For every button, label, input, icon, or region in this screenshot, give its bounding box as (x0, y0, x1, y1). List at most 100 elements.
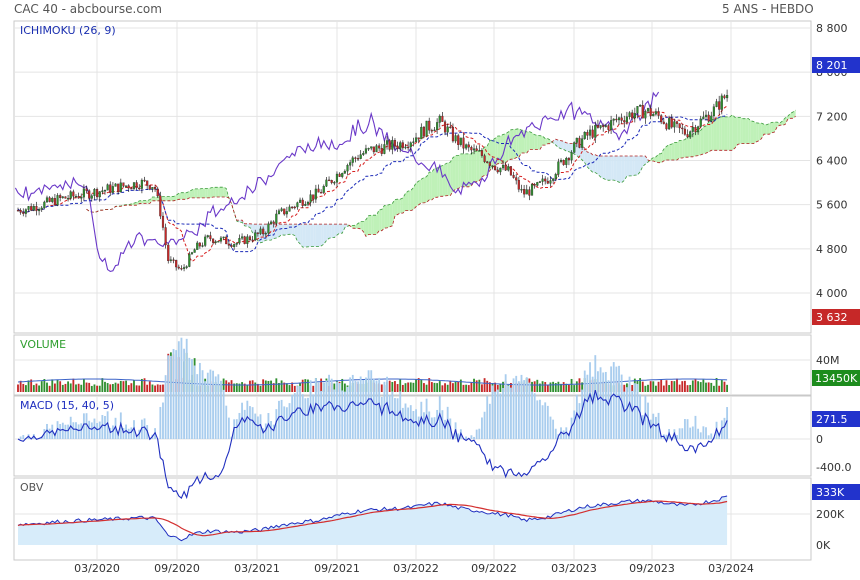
macd-hist-bar (649, 419, 652, 439)
cloud-segment (355, 223, 359, 229)
candle-body (309, 194, 312, 203)
macd-hist-bar (109, 427, 112, 439)
macd-hist-bar (531, 391, 533, 439)
macd-hist-bar (365, 377, 367, 439)
cloud-segment (455, 155, 459, 190)
candle-body (683, 128, 686, 135)
candle-body (190, 252, 194, 255)
macd-hist-bar (333, 389, 336, 439)
macd-hist-bar (278, 400, 280, 439)
macd-hist-bar (88, 420, 91, 439)
volume-bar (699, 382, 702, 392)
macd-hist-bar (554, 428, 557, 439)
macd-hist-bar (428, 411, 431, 439)
obv-title: OBV (20, 481, 44, 494)
cloud-segment (785, 116, 788, 125)
volume-bar (243, 383, 246, 392)
volume-bar (565, 383, 568, 392)
volume-bar (546, 385, 549, 392)
macd-hist-bar (180, 337, 183, 439)
macd-hist-bar (201, 370, 204, 439)
cloud-segment (371, 215, 374, 235)
candle-body (399, 142, 402, 149)
volume-bar (581, 382, 584, 392)
volume-bar (420, 379, 423, 392)
cloud-segment (450, 157, 453, 196)
candle-body (646, 108, 650, 112)
volume-bar (462, 384, 465, 392)
cloud-segment (690, 134, 693, 157)
candle-body (238, 238, 241, 244)
candle-body (567, 158, 570, 161)
x-tick-label: 03/2021 (234, 562, 280, 575)
cloud-segment (539, 135, 543, 150)
candle-body (670, 118, 673, 128)
cloud-segment (466, 153, 469, 187)
candle-body (704, 114, 708, 118)
candle-body (562, 159, 565, 165)
candle-body (201, 245, 204, 247)
volume-bar (312, 385, 315, 392)
cloud-segment (737, 117, 741, 145)
candle-body (233, 244, 236, 247)
macd-hist-bar (430, 417, 433, 439)
candle-body (475, 148, 478, 151)
candle-body (483, 155, 486, 162)
cloud-segment (199, 188, 203, 198)
candle-body (726, 95, 729, 99)
macd-hist-bar (372, 378, 375, 439)
macd-badge (812, 411, 860, 427)
candle-body (143, 179, 146, 182)
macd-hist-bar (69, 416, 72, 439)
volume-bar (644, 385, 647, 392)
volume-bar (401, 384, 404, 392)
macd-hist-bar (193, 365, 196, 439)
macd-hist-bar (259, 414, 262, 439)
cloud-segment (408, 190, 411, 211)
macd-hist-bar (628, 376, 631, 439)
cloud-segment (729, 114, 733, 151)
volume-bar (278, 383, 280, 392)
candle-body (230, 245, 233, 247)
candle-body (77, 196, 80, 199)
candle-body (106, 184, 109, 191)
macd-hist-bar (82, 413, 85, 439)
cloud-segment (568, 143, 572, 153)
cloud-segment (742, 118, 746, 144)
volume-title: VOLUME (20, 338, 66, 351)
macd-hist-bar (222, 389, 225, 439)
candle-body (412, 141, 415, 143)
volume-bar (705, 382, 707, 392)
candle-body (496, 169, 499, 173)
macd-hist-bar (491, 385, 494, 439)
cloud-segment (721, 116, 725, 151)
volume-bar (138, 385, 141, 392)
volume-bar (272, 383, 275, 392)
volume-bar (101, 378, 104, 392)
macd-hist-bar (707, 435, 710, 439)
volume-bar (283, 382, 286, 392)
candle-body (678, 123, 681, 129)
macd-hist-bar (446, 406, 449, 439)
candle-body (541, 178, 544, 182)
macd-hist-bar (488, 403, 491, 439)
volume-bar (575, 381, 578, 392)
volume-bar (544, 382, 547, 392)
macd-hist-bar (412, 411, 415, 439)
y-tick-label: -400.0 (816, 461, 851, 474)
candle-body (488, 162, 491, 166)
macd-hist-bar (599, 367, 602, 439)
macd-hist-bar (272, 424, 275, 439)
candle-body (177, 266, 180, 269)
kijun-line (17, 113, 728, 253)
volume-bar (430, 382, 433, 392)
volume-bar (481, 384, 483, 392)
cloud-segment (144, 200, 148, 204)
y-tick-label: 5 600 (816, 199, 848, 212)
macd-hist-bar (267, 413, 270, 439)
candle-body (156, 189, 159, 197)
candle-body (686, 134, 689, 138)
macd-hist-bar (191, 359, 193, 439)
volume-bar (267, 380, 270, 392)
candle-body (103, 190, 107, 192)
